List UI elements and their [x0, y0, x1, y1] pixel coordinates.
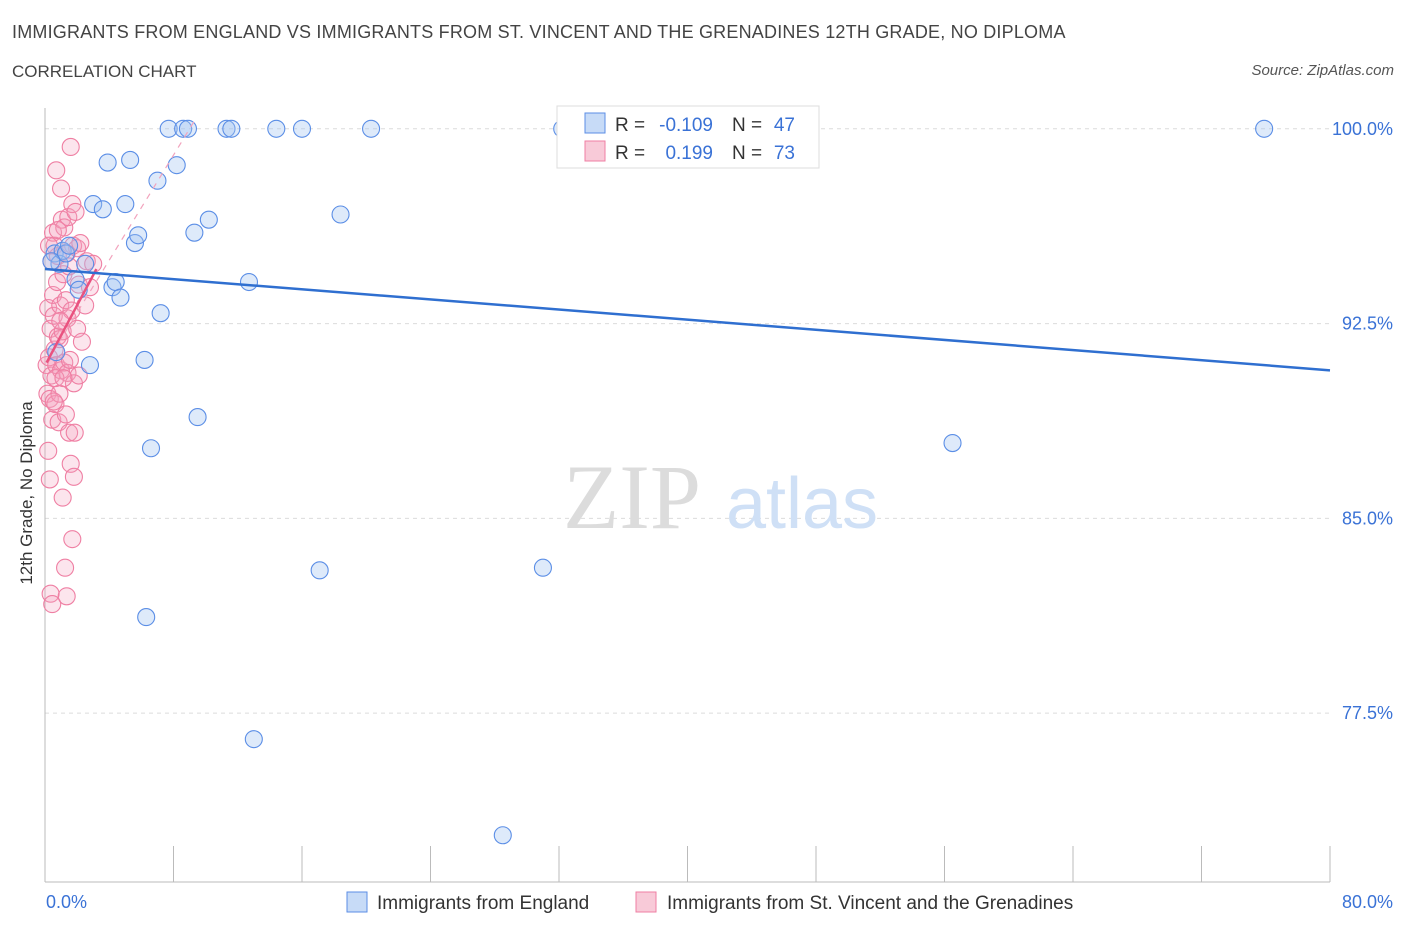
series-svg-points: [37, 137, 103, 614]
data-point-england: [98, 153, 117, 172]
data-point-england: [60, 236, 79, 255]
data-point-svg: [69, 366, 88, 385]
data-point-england: [167, 156, 186, 175]
data-point-england: [217, 119, 236, 138]
data-point-svg: [60, 350, 79, 369]
data-point-svg: [56, 405, 75, 424]
data-point-svg: [47, 161, 66, 180]
data-point-svg: [66, 202, 85, 221]
data-point-england: [137, 608, 156, 627]
data-point-england: [188, 408, 207, 427]
data-point-svg: [71, 234, 90, 253]
data-point-england: [310, 561, 329, 580]
stats-n-label-england: N =: [732, 115, 762, 136]
data-point-england: [199, 210, 218, 229]
legend-swatch-england: [346, 891, 368, 913]
data-point-england: [185, 223, 204, 242]
data-point-svg: [65, 423, 84, 442]
data-point-svg: [44, 392, 63, 411]
data-point-england: [493, 826, 512, 845]
x-tick-labels: 0.0% 80.0%: [46, 892, 1393, 912]
x-tick-label: 0.0%: [46, 892, 87, 912]
data-point-england: [533, 558, 552, 577]
y-tick-label: 77.5%: [1342, 703, 1393, 723]
data-point-england: [159, 119, 178, 138]
legend-swatch-svg: [635, 891, 657, 913]
data-point-england: [222, 119, 241, 138]
data-point-england: [76, 254, 95, 273]
stats-r-value-england: -0.109: [659, 115, 713, 136]
x-tick-label: 80.0%: [1342, 892, 1393, 912]
axes: [44, 108, 1331, 883]
stats-r-value-svg: 0.199: [665, 143, 713, 164]
data-point-svg: [57, 587, 76, 606]
trend-line-england: [44, 267, 1331, 372]
data-point-svg: [56, 291, 75, 310]
data-point-england: [116, 195, 135, 214]
data-point-svg: [39, 441, 58, 460]
source-credit: Source: ZipAtlas.com: [1251, 62, 1394, 79]
data-point-svg: [64, 467, 83, 486]
data-point-svg: [61, 137, 80, 157]
chart-subtitle: CORRELATION CHART: [12, 62, 197, 81]
data-point-svg: [40, 470, 59, 489]
trend-lines: [44, 120, 1331, 372]
bottom-legend: Immigrants from England Immigrants from …: [346, 891, 1073, 914]
data-point-svg: [60, 423, 79, 442]
data-point-england: [141, 439, 161, 458]
data-point-england: [151, 304, 170, 323]
watermark: ZIP atlas: [563, 446, 878, 548]
stats-swatch-england: [584, 112, 606, 134]
y-tick-label: 85.0%: [1342, 508, 1393, 528]
stats-r-label-england: R =: [615, 115, 645, 136]
y-tick-label: 100.0%: [1332, 119, 1393, 139]
watermark-zip: ZIP: [563, 446, 701, 548]
data-point-svg: [53, 488, 72, 507]
data-point-england: [362, 119, 381, 138]
data-point-svg: [54, 369, 73, 388]
data-point-svg: [56, 558, 75, 577]
legend-label-england: Immigrants from England: [377, 893, 589, 914]
data-point-england: [943, 434, 962, 453]
stats-n-value-svg: 73: [774, 143, 795, 164]
data-point-england: [121, 150, 140, 169]
stats-legend: R = -0.109 N = 47 R = 0.199 N = 73: [556, 105, 820, 169]
y-axis-label: 12th Grade, No Diploma: [17, 401, 36, 585]
y-tick-labels: 77.5% 85.0% 92.5% 100.0%: [1332, 119, 1393, 723]
trend-line-svg: [45, 268, 98, 364]
stats-n-label-svg: N =: [732, 143, 762, 164]
data-point-england: [1255, 119, 1274, 138]
data-point-england: [135, 350, 154, 369]
data-point-england: [129, 226, 148, 245]
y-tick-label: 92.5%: [1342, 314, 1393, 334]
data-point-svg: [72, 332, 91, 351]
data-point-svg: [63, 530, 82, 549]
data-point-england: [331, 205, 350, 224]
stats-r-label-svg: R =: [615, 143, 645, 164]
legend-label-svg: Immigrants from St. Vincent and the Gren…: [667, 893, 1073, 914]
watermark-atlas: atlas: [726, 464, 878, 544]
data-point-england: [84, 195, 103, 214]
data-point-england: [244, 730, 263, 749]
data-point-england: [42, 252, 61, 271]
data-point-england: [267, 119, 286, 138]
data-point-england: [93, 200, 112, 219]
data-point-england: [80, 356, 100, 375]
data-point-england: [148, 171, 167, 190]
stats-n-value-england: 47: [774, 115, 795, 136]
chart-title: IMMIGRANTS FROM ENGLAND VS IMMIGRANTS FR…: [12, 22, 1066, 42]
data-point-england: [111, 288, 130, 307]
data-point-england: [239, 272, 259, 292]
stats-swatch-svg: [584, 140, 606, 162]
data-point-svg: [48, 221, 67, 240]
gridlines: [45, 128, 1330, 714]
series-england-points: [42, 119, 1274, 845]
data-point-svg: [43, 595, 62, 614]
data-point-england: [292, 119, 312, 138]
data-point-svg: [52, 179, 71, 198]
